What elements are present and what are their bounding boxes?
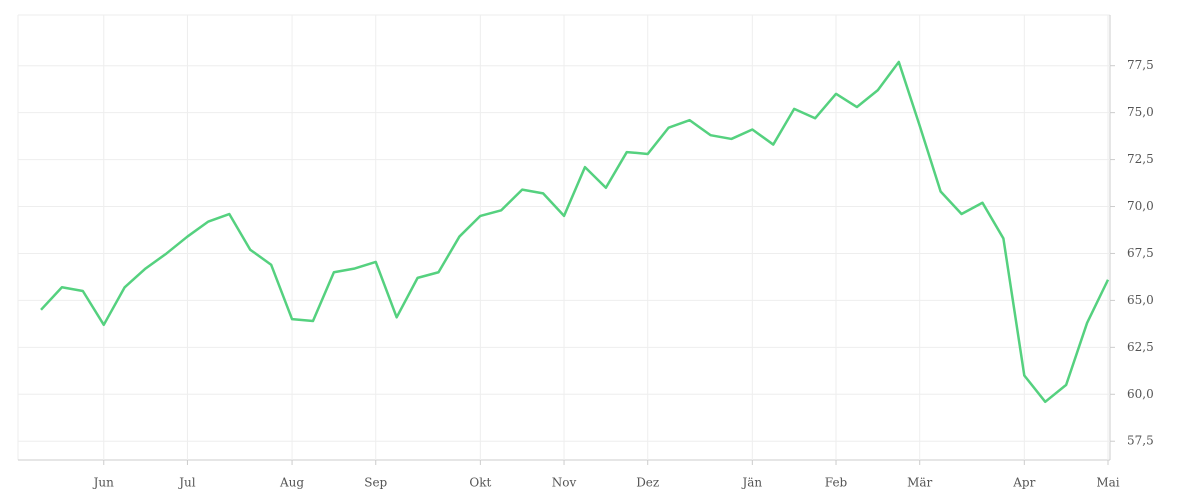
y-tick-label: 57,5 — [1127, 434, 1154, 448]
y-tick-label: 65,0 — [1127, 293, 1154, 307]
y-tick-label: 72,5 — [1127, 152, 1154, 166]
x-tick-label: Mai — [1096, 476, 1119, 490]
line — [40, 60, 1110, 404]
x-tick-label: Sep — [364, 476, 387, 490]
x-tick-label: Aug — [279, 476, 304, 490]
y-tick-label: 70,0 — [1127, 199, 1154, 213]
x-tick-label: Apr — [1012, 476, 1035, 490]
x-tick-label: Mär — [907, 476, 932, 490]
x-tick-label: Jän — [740, 476, 762, 490]
x-tick-label: Jul — [177, 476, 196, 490]
x-tick-label: Feb — [825, 476, 848, 490]
x-tick-label: Okt — [469, 476, 491, 490]
y-tick-label: 75,0 — [1127, 105, 1154, 119]
y-tick-label: 67,5 — [1127, 246, 1154, 260]
x-tick-label: Nov — [552, 476, 577, 490]
x-tick-label: Dez — [636, 476, 659, 490]
y-tick-label: 77,5 — [1127, 58, 1154, 72]
y-tick-label: 62,5 — [1127, 340, 1154, 354]
x-tick-label: Jun — [92, 476, 115, 490]
y-tick-label: 60,0 — [1127, 387, 1154, 401]
